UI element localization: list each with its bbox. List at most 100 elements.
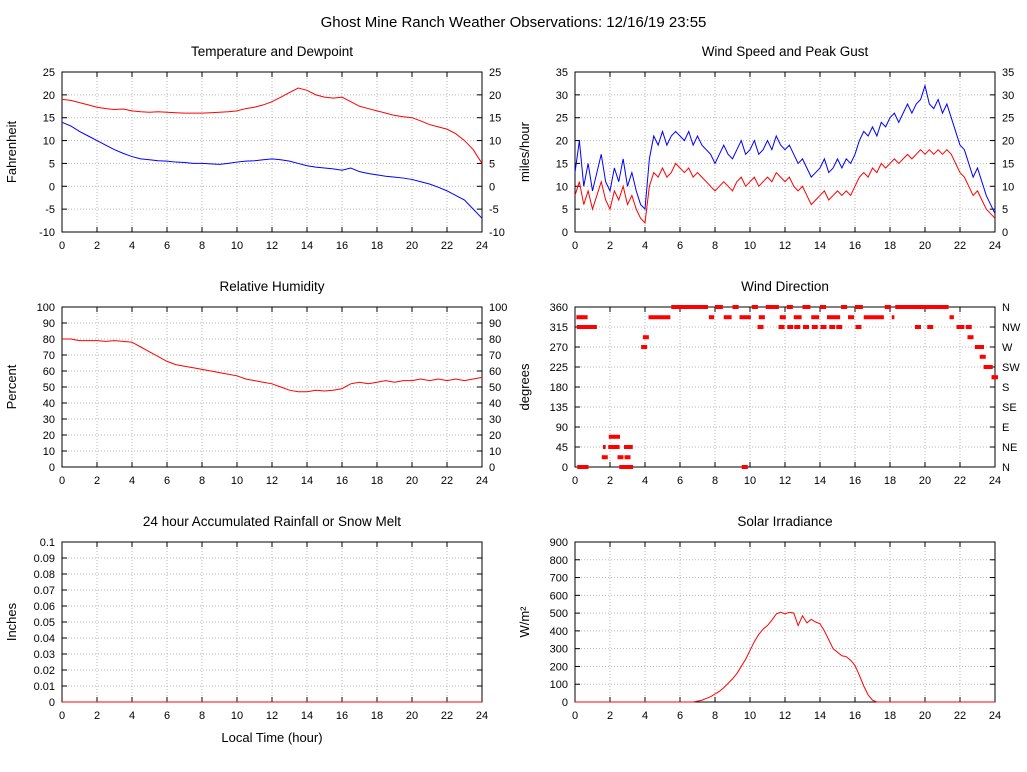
y-axis-label: Fahrenheit [4, 121, 19, 184]
direction-dot [623, 465, 630, 469]
y-tick-label: 600 [550, 590, 568, 602]
direction-dot [577, 465, 584, 469]
direction-dot [627, 465, 634, 469]
y-tick-label-right: 0 [489, 181, 495, 193]
chart-title: Temperature and Dewpoint [191, 44, 353, 59]
direction-dot [915, 325, 921, 329]
y-tick-label: 0 [562, 227, 568, 239]
x-tick-label: 24 [476, 475, 488, 487]
x-tick-label: 22 [954, 710, 966, 722]
x-tick-label: 18 [884, 710, 896, 722]
y-tick-label-right: 60 [489, 366, 501, 378]
direction-dot [979, 354, 986, 359]
chart-title: Wind Speed and Peak Gust [702, 44, 869, 59]
y-tick-label: 300 [550, 644, 568, 656]
chart-solar-irradiance: 0 2 4 6 8 10 12 14 16 18 20 22 24 0 100 200 300 400 500 600… [513, 500, 1027, 752]
x-tick-label: 24 [476, 710, 488, 722]
x-tick-label: 8 [712, 475, 718, 487]
direction-dot [641, 345, 648, 349]
x-tick-label: 14 [814, 710, 826, 722]
y-tick-label: 0.08 [34, 569, 55, 581]
direction-dot [614, 434, 620, 439]
direction-dot [855, 325, 862, 329]
y-tick-label-right: SW [1002, 362, 1020, 374]
direction-dot [836, 325, 843, 329]
x-tick-label: 24 [989, 240, 1001, 252]
direction-dot [642, 335, 649, 340]
x-tick-label: 22 [954, 240, 966, 252]
y-tick-label-right: E [1002, 422, 1009, 434]
y-tick-label: 90 [556, 422, 568, 434]
y-tick-label: 20 [556, 136, 568, 148]
y-tick-label-right: 15 [1002, 158, 1014, 170]
x-tick-label: 10 [231, 240, 243, 252]
y-tick-label-right: 40 [489, 398, 501, 410]
x-tick-label: 16 [336, 475, 348, 487]
y-tick-label: 40 [43, 398, 55, 410]
direction-dot [978, 345, 984, 349]
chart-wind-direction: 0 2 4 6 8 10 12 14 16 18 20 22 24 0 N 45 NE 90 E 135 SE 180 S 2… [513, 265, 1027, 500]
x-axis-label: Local Time (hour) [221, 730, 322, 745]
x-tick-label: 0 [59, 475, 65, 487]
x-tick-label: 0 [59, 710, 65, 722]
y-tick-label: 35 [556, 67, 568, 79]
y-tick-label-right: 50 [489, 382, 501, 394]
y-axis-label: Inches [4, 602, 19, 641]
y-tick-label: 315 [550, 322, 568, 334]
x-tick-label: 4 [129, 240, 135, 252]
y-tick-label: 900 [550, 537, 568, 549]
x-tick-label: 6 [164, 240, 170, 252]
direction-dot [582, 465, 589, 469]
x-tick-label: 14 [301, 710, 313, 722]
chart-title: 24 hour Accumulated Rainfall or Snow Mel… [143, 514, 401, 529]
x-tick-label: 6 [164, 475, 170, 487]
y-tick-label: 0 [562, 462, 568, 474]
y-tick-label-right: NE [1002, 442, 1017, 454]
y-tick-label-right: 25 [1002, 113, 1014, 125]
chart-rainfall-snowmelt: 0 2 4 6 8 10 12 14 16 18 20 22 24 0 0.01 0.02 0.03 0.04 0.… [0, 500, 513, 752]
y-tick-label-right: 5 [489, 158, 495, 170]
x-tick-label: 18 [884, 475, 896, 487]
y-tick-label: 135 [550, 402, 568, 414]
weather-dashboard: Ghost Mine Ranch Weather Observations: 1… [0, 14, 1027, 752]
x-tick-label: 2 [94, 475, 100, 487]
y-tick-label: 0.1 [40, 537, 55, 549]
charts-grid: 0 2 4 6 8 10 12 14 16 18 20 22 24 -10 -10 -5 -5 0 0 5 5 10 10 1… [0, 30, 1027, 752]
x-tick-label: 22 [441, 710, 453, 722]
series-solar-irradiance [575, 611, 995, 703]
x-tick-label: 0 [59, 240, 65, 252]
y-tick-label-right: N [1002, 462, 1010, 474]
direction-dot [927, 325, 934, 329]
y-tick-label: 400 [550, 626, 568, 638]
y-tick-label-right: 30 [1002, 90, 1014, 102]
y-axis-label: degrees [517, 363, 532, 410]
x-tick-label: 12 [779, 710, 791, 722]
y-tick-label-right: 10 [1002, 181, 1014, 193]
direction-dot [757, 325, 764, 329]
x-tick-label: 4 [642, 710, 648, 722]
chart-temperature-dewpoint: 0 2 4 6 8 10 12 14 16 18 20 22 24 -10 -10 -5 -5 0 0 5 5 10 10 1… [0, 30, 513, 265]
series-dewpoint [61, 121, 483, 219]
y-tick-label: -10 [39, 227, 55, 239]
y-tick-label-right: 10 [489, 136, 501, 148]
x-tick-label: 16 [849, 475, 861, 487]
y-tick-label-right: 0 [489, 462, 495, 474]
x-tick-label: 18 [884, 240, 896, 252]
y-tick-label-right: 10 [489, 446, 501, 458]
y-tick-label: 50 [43, 382, 55, 394]
x-tick-label: 12 [779, 240, 791, 252]
x-tick-label: 14 [814, 475, 826, 487]
y-tick-label: 0.02 [34, 665, 55, 677]
direction-dot [820, 325, 827, 329]
x-tick-label: 10 [231, 710, 243, 722]
y-tick-label-right: W [1002, 342, 1013, 354]
x-tick-label: 2 [607, 710, 613, 722]
y-tick-label: 5 [49, 158, 55, 170]
x-tick-label: 16 [849, 240, 861, 252]
x-tick-label: 20 [919, 240, 931, 252]
direction-dot [986, 365, 993, 369]
chart-svg-rainfall: 0 2 4 6 8 10 12 14 16 18 20 22 2400.010.020.030.040.… [4, 514, 488, 745]
y-tick-label: 0.04 [34, 633, 55, 645]
y-tick-label: 0.03 [34, 649, 55, 661]
y-tick-label: 500 [550, 608, 568, 620]
